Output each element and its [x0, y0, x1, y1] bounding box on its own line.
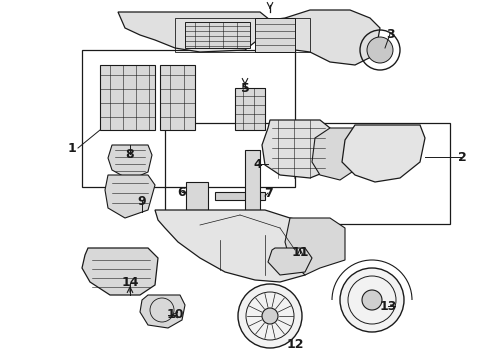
Text: 7: 7	[264, 186, 272, 199]
Text: 2: 2	[458, 150, 466, 163]
Polygon shape	[155, 210, 320, 282]
Text: 1: 1	[68, 141, 76, 154]
Polygon shape	[268, 248, 312, 275]
Polygon shape	[285, 218, 345, 275]
Circle shape	[362, 290, 382, 310]
Text: 3: 3	[386, 27, 394, 41]
Polygon shape	[160, 65, 195, 130]
Polygon shape	[105, 175, 155, 218]
Circle shape	[238, 284, 302, 348]
Polygon shape	[312, 128, 362, 180]
Text: 12: 12	[286, 338, 304, 351]
Polygon shape	[100, 65, 155, 130]
Text: 11: 11	[291, 247, 309, 260]
Polygon shape	[185, 22, 250, 48]
Circle shape	[340, 268, 404, 332]
Polygon shape	[245, 150, 260, 218]
Text: 6: 6	[178, 185, 186, 198]
Polygon shape	[140, 295, 185, 328]
Circle shape	[262, 308, 278, 324]
Polygon shape	[342, 125, 425, 182]
Text: 14: 14	[121, 276, 139, 289]
Text: 5: 5	[241, 81, 249, 95]
Polygon shape	[215, 192, 265, 200]
Polygon shape	[82, 248, 158, 295]
Text: 10: 10	[166, 309, 184, 321]
Polygon shape	[118, 10, 380, 65]
Text: 13: 13	[379, 300, 397, 312]
Text: 4: 4	[254, 158, 262, 171]
Polygon shape	[255, 18, 295, 52]
Circle shape	[367, 37, 393, 63]
Polygon shape	[235, 88, 265, 130]
Polygon shape	[108, 145, 152, 180]
Text: 9: 9	[138, 194, 147, 207]
Polygon shape	[186, 182, 208, 210]
Polygon shape	[262, 120, 330, 178]
Text: 8: 8	[126, 148, 134, 161]
